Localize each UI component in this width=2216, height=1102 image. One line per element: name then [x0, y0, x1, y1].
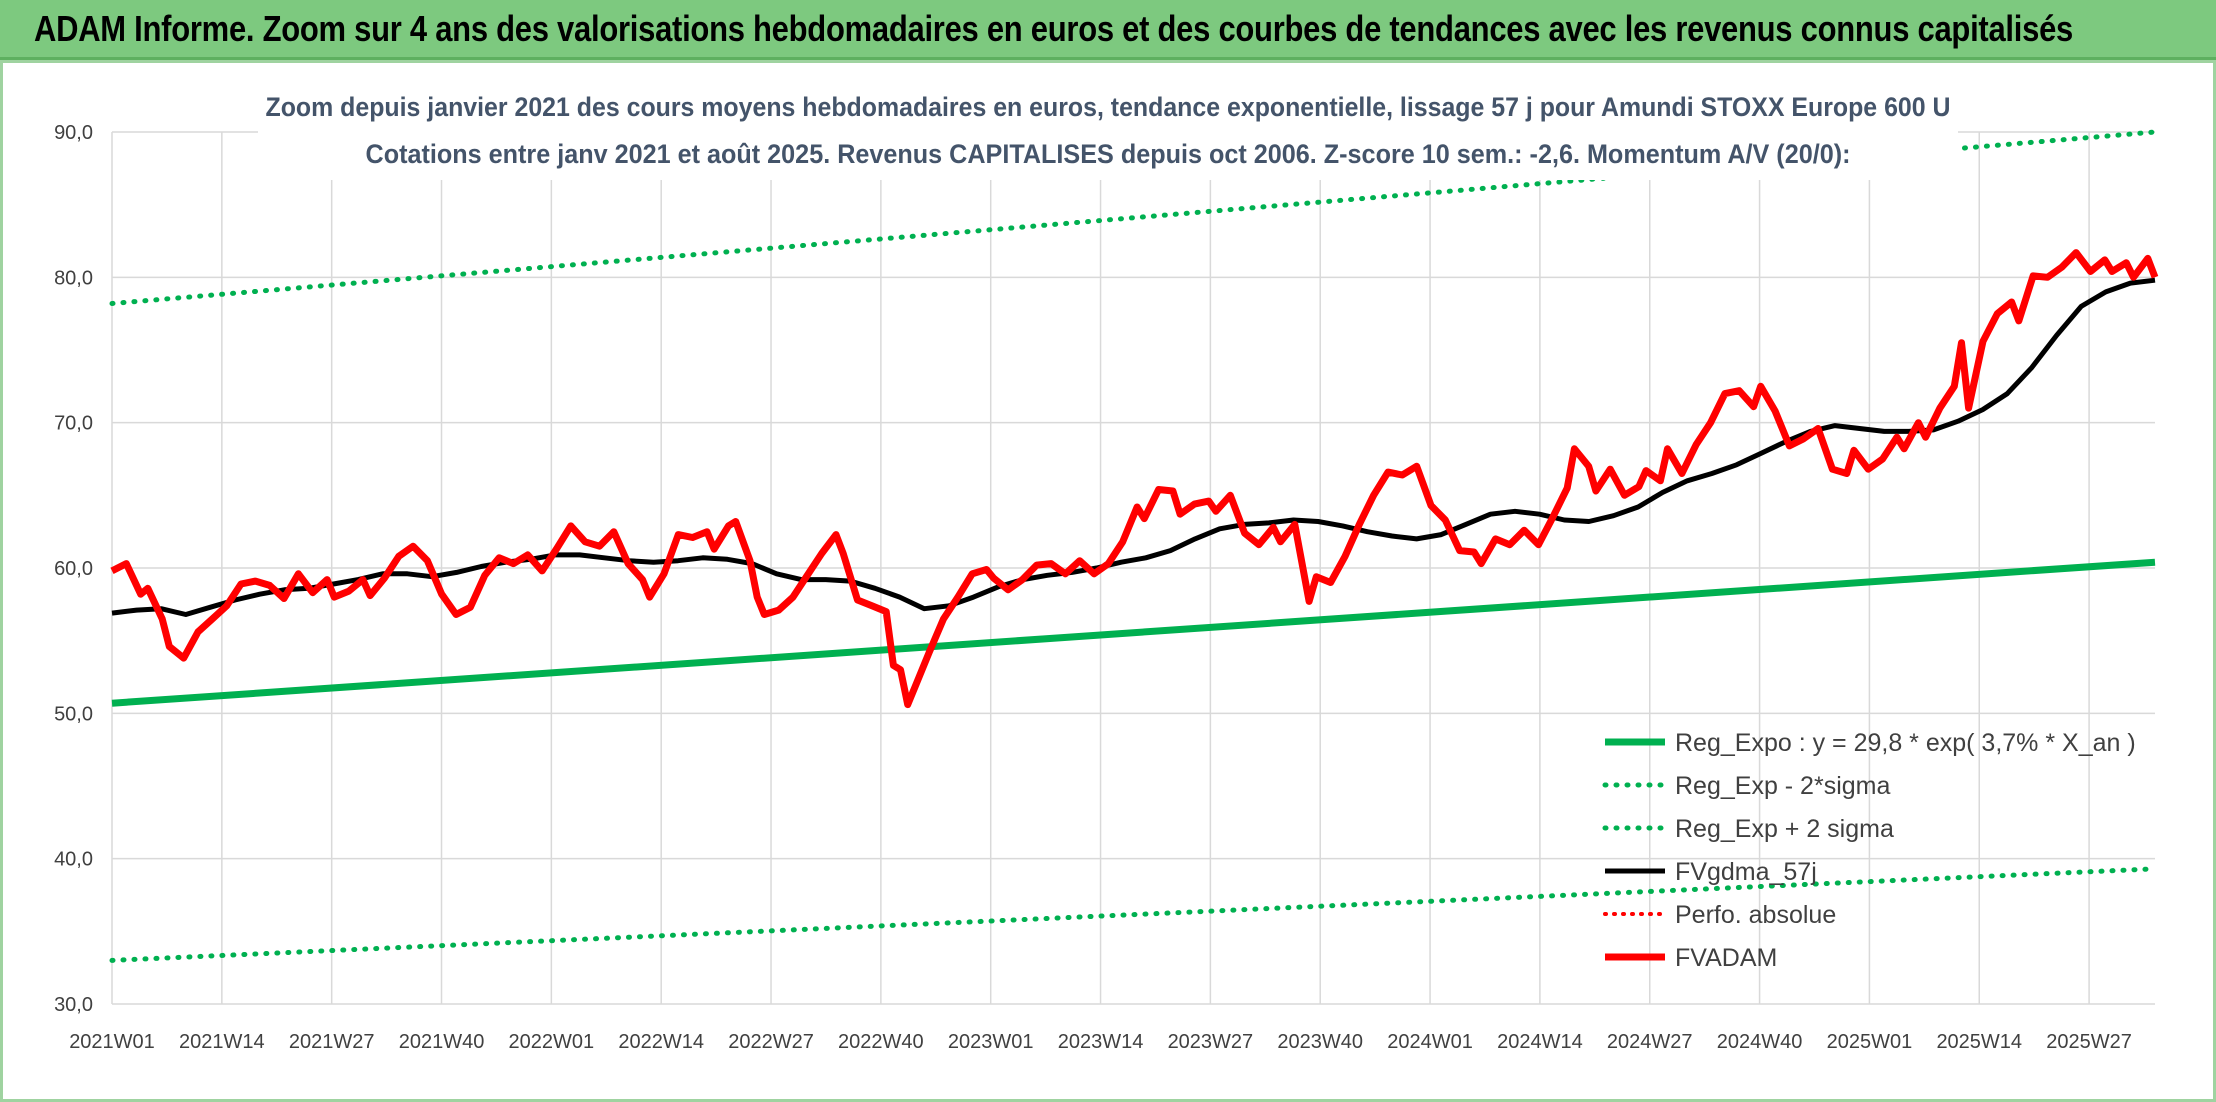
legend: Reg_Expo : y = 29,8 * exp( 3,7% * X_an )…	[1602, 729, 2136, 972]
x-tick-label: 2022W01	[509, 1031, 595, 1053]
legend-label: Reg_Exp - 2*sigma	[1675, 772, 1890, 800]
y-tick-label: 80,0	[54, 267, 93, 289]
y-tick-label: 70,0	[54, 413, 93, 435]
legend-label: FVADAM	[1675, 944, 1777, 972]
x-tick-label: 2024W27	[1607, 1031, 1693, 1053]
x-tick-label: 2023W27	[1168, 1031, 1254, 1053]
y-tick-label: 30,0	[54, 994, 93, 1016]
y-tick-label: 40,0	[54, 849, 93, 871]
legend-label: Reg_Exp + 2 sigma	[1675, 815, 1894, 843]
x-tick-label: 2024W01	[1387, 1031, 1473, 1053]
x-tick-label: 2024W40	[1717, 1031, 1803, 1053]
y-tick-label: 60,0	[54, 558, 93, 580]
x-tick-label: 2022W40	[838, 1031, 924, 1053]
axes: 30,0 40,0 50,0 60,0 70,0 80,0 90,0 2021W01 2021W…	[54, 122, 2132, 1053]
legend-label: Perfo. absolue	[1675, 901, 1836, 929]
x-tick-label: 2023W14	[1058, 1031, 1144, 1053]
series-layer	[109, 129, 2159, 963]
x-tick-label: 2025W01	[1827, 1031, 1913, 1053]
grid	[111, 131, 2155, 1005]
legend-label: Reg_Expo : y = 29,8 * exp( 3,7% * X_an )	[1675, 729, 2136, 757]
chart-subtitle: Cotations entre janv 2021 et août 2025. …	[366, 139, 1851, 169]
series-line-1	[109, 866, 2158, 963]
x-tick-label: 2025W27	[2046, 1031, 2132, 1053]
title-background	[258, 80, 1958, 180]
x-tick-label: 2021W01	[69, 1031, 155, 1053]
series-line-5	[110, 249, 2159, 709]
report-title: ADAM Informe. Zoom sur 4 ans des valoris…	[34, 8, 2074, 49]
chart-title: Zoom depuis janvier 2021 des cours moyen…	[266, 92, 1951, 122]
legend-label: FVgdma_57j	[1675, 858, 1817, 886]
x-tick-label: 2024W14	[1497, 1031, 1583, 1053]
x-tick-label: 2022W14	[618, 1031, 704, 1053]
y-tick-label: 90,0	[54, 122, 93, 144]
series-line-3	[111, 277, 2156, 617]
x-tick-label: 2023W01	[948, 1031, 1034, 1053]
chart-frame	[0, 60, 2216, 1102]
x-tick-label: 2023W40	[1277, 1031, 1363, 1053]
x-tick-label: 2021W14	[179, 1031, 265, 1053]
series-line-0	[111, 558, 2156, 707]
x-tick-label: 2022W27	[728, 1031, 814, 1053]
report-banner: ADAM Informe. Zoom sur 4 ans des valoris…	[0, 0, 2216, 60]
x-tick-label: 2021W27	[289, 1031, 375, 1053]
chart-title-block: Zoom depuis janvier 2021 des cours moyen…	[258, 80, 1958, 180]
y-tick-label: 50,0	[54, 703, 93, 725]
x-tick-label: 2021W40	[399, 1031, 485, 1053]
x-tick-label: 2025W14	[1936, 1031, 2022, 1053]
